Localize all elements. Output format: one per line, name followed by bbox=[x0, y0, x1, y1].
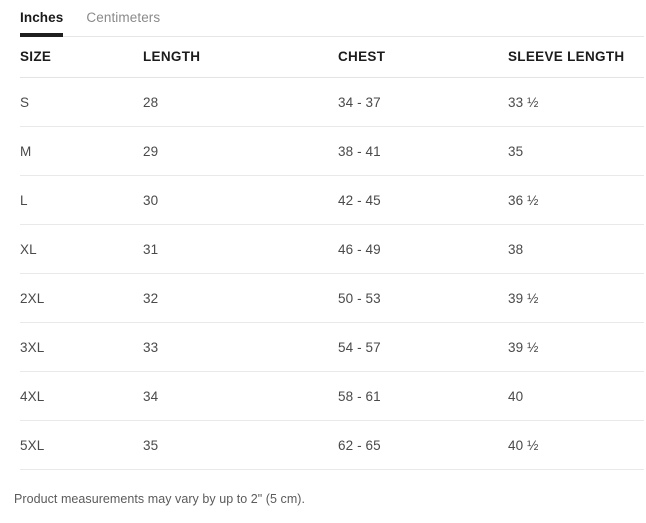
cell-length: 28 bbox=[143, 77, 338, 127]
table-row: 3XL 33 54 - 57 39 ½ bbox=[20, 322, 644, 372]
cell-chest: 46 - 49 bbox=[338, 224, 508, 274]
size-chart-container: SIZE LENGTH CHEST SLEEVE LENGTH S 28 34 … bbox=[0, 37, 646, 470]
cell-sleeve: 40 bbox=[508, 371, 644, 421]
table-row: S 28 34 - 37 33 ½ bbox=[20, 77, 644, 127]
tab-inches[interactable]: Inches bbox=[20, 0, 64, 36]
table-body: S 28 34 - 37 33 ½ M 29 38 - 41 35 L 30 4… bbox=[20, 77, 644, 470]
measurement-disclaimer: Product measurements may vary by up to 2… bbox=[14, 492, 306, 506]
cell-chest: 34 - 37 bbox=[338, 77, 508, 127]
cell-length: 31 bbox=[143, 224, 338, 274]
cell-size: M bbox=[20, 126, 143, 176]
tab-centimeters-label: Centimeters bbox=[86, 10, 161, 25]
table-header: SIZE LENGTH CHEST SLEEVE LENGTH bbox=[20, 37, 644, 78]
table-row: L 30 42 - 45 36 ½ bbox=[20, 175, 644, 225]
cell-size: S bbox=[20, 77, 143, 127]
unit-tab-bar: Inches Centimeters bbox=[0, 0, 646, 37]
tab-centimeters[interactable]: Centimeters bbox=[86, 0, 160, 36]
cell-sleeve: 38 bbox=[508, 224, 644, 274]
column-header-sleeve-length: SLEEVE LENGTH bbox=[508, 37, 644, 78]
cell-size: 5XL bbox=[20, 420, 143, 470]
cell-length: 33 bbox=[143, 322, 338, 372]
table-row: M 29 38 - 41 35 bbox=[20, 126, 644, 176]
cell-sleeve: 36 ½ bbox=[508, 175, 644, 225]
column-header-size: SIZE bbox=[20, 37, 143, 78]
cell-size: XL bbox=[20, 224, 143, 274]
table-row: 5XL 35 62 - 65 40 ½ bbox=[20, 420, 644, 470]
cell-sleeve: 35 bbox=[508, 126, 644, 176]
cell-length: 29 bbox=[143, 126, 338, 176]
table-row: 4XL 34 58 - 61 40 bbox=[20, 371, 644, 421]
table-row: 2XL 32 50 - 53 39 ½ bbox=[20, 273, 644, 323]
cell-chest: 62 - 65 bbox=[338, 420, 508, 470]
cell-length: 32 bbox=[143, 273, 338, 323]
cell-sleeve: 33 ½ bbox=[508, 77, 644, 127]
table-row: XL 31 46 - 49 38 bbox=[20, 224, 644, 274]
cell-chest: 58 - 61 bbox=[338, 371, 508, 421]
cell-chest: 50 - 53 bbox=[338, 273, 508, 323]
cell-chest: 54 - 57 bbox=[338, 322, 508, 372]
cell-size: 3XL bbox=[20, 322, 143, 372]
cell-size: L bbox=[20, 175, 143, 225]
table-header-row: SIZE LENGTH CHEST SLEEVE LENGTH bbox=[20, 37, 644, 78]
cell-size: 4XL bbox=[20, 371, 143, 421]
cell-sleeve: 39 ½ bbox=[508, 273, 644, 323]
cell-sleeve: 39 ½ bbox=[508, 322, 644, 372]
cell-length: 30 bbox=[143, 175, 338, 225]
tab-inches-label: Inches bbox=[20, 10, 64, 25]
cell-length: 35 bbox=[143, 420, 338, 470]
cell-chest: 38 - 41 bbox=[338, 126, 508, 176]
cell-sleeve: 40 ½ bbox=[508, 420, 644, 470]
cell-chest: 42 - 45 bbox=[338, 175, 508, 225]
cell-length: 34 bbox=[143, 371, 338, 421]
column-header-length: LENGTH bbox=[143, 37, 338, 78]
cell-size: 2XL bbox=[20, 273, 143, 323]
column-header-chest: CHEST bbox=[338, 37, 508, 78]
size-chart-table: SIZE LENGTH CHEST SLEEVE LENGTH S 28 34 … bbox=[20, 37, 644, 470]
